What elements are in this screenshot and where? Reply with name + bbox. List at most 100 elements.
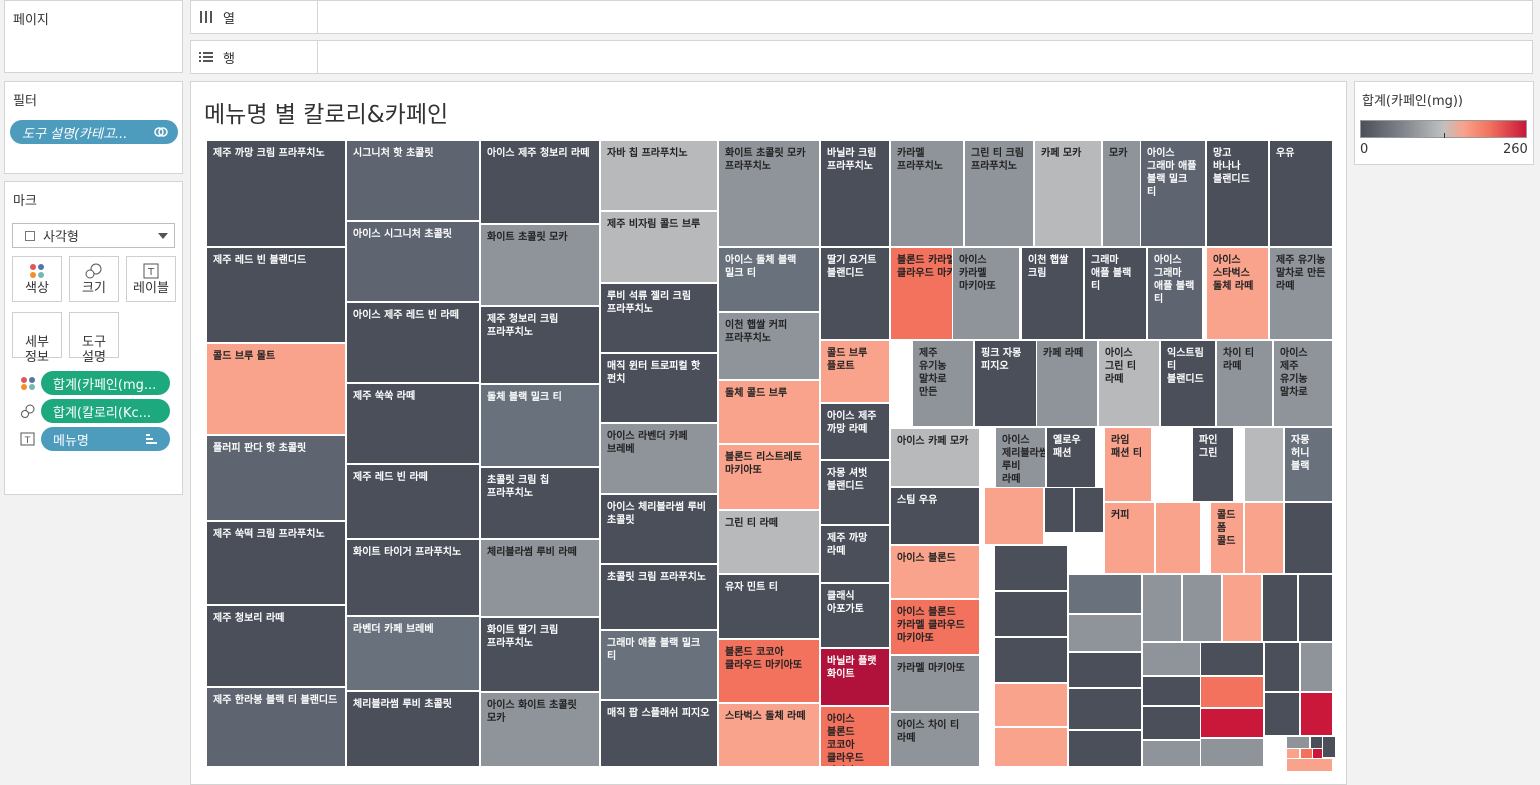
treemap-cell[interactable]: [1264, 692, 1300, 736]
treemap-cell[interactable]: 화이트 초콜릿 모카 프라푸치노: [718, 140, 820, 247]
treemap-cell[interactable]: [1142, 740, 1206, 767]
treemap-cell[interactable]: 아이스 스타벅스 돌체 라떼: [1206, 247, 1269, 340]
treemap-cell[interactable]: 스타벅스 돌체 라떼: [718, 703, 820, 767]
treemap-cell[interactable]: 바닐라 크림 프라푸치노: [820, 140, 890, 247]
treemap-cell[interactable]: [994, 637, 1068, 683]
size-button[interactable]: 크기: [69, 256, 119, 302]
treemap-cell[interactable]: 초콜릿 크림 칩 프라푸치노: [480, 467, 600, 539]
treemap-cell[interactable]: [1044, 487, 1074, 533]
treemap-cell[interactable]: 그래마 애플 블랙 밀크 티: [600, 630, 718, 700]
rows-shelf[interactable]: 행: [190, 40, 1533, 74]
calories-pill[interactable]: 합계(칼로리(Kc...: [41, 399, 170, 423]
treemap-cell[interactable]: 제주 까망 크림 프라푸치노: [206, 140, 346, 247]
caffeine-pill[interactable]: 합계(카페인(mg...: [41, 371, 170, 395]
treemap-cell[interactable]: 스팀 우유: [890, 487, 980, 545]
treemap-cell[interactable]: 망고 바나나 블랜디드: [1206, 140, 1269, 247]
treemap-cell[interactable]: 자몽 셔벗 블랜디드: [820, 460, 890, 525]
treemap-cell[interactable]: [994, 683, 1068, 727]
treemap-cell[interactable]: 제주 청보리 크림 프라푸치노: [480, 306, 600, 384]
treemap-cell[interactable]: 제주 유기농 말차로 만든 라떼: [1269, 247, 1333, 340]
treemap-cell[interactable]: 아이스 라벤더 카페 브레베: [600, 423, 718, 494]
treemap-cell[interactable]: [1074, 487, 1104, 533]
treemap-cell[interactable]: 아이스 블론드 코코아 클라우드 마키아또: [820, 706, 890, 767]
treemap-cell[interactable]: 카라멜 프라푸치노: [890, 140, 964, 247]
treemap-cell[interactable]: 아이스 화이트 초콜릿 모카: [480, 692, 600, 767]
treemap-cell[interactable]: 이천 햅쌀 커피 프라푸치노: [718, 312, 820, 380]
columns-shelf[interactable]: 열: [190, 0, 1533, 34]
treemap-cell[interactable]: [1068, 574, 1142, 614]
treemap-cell[interactable]: [1142, 574, 1182, 642]
treemap-cell[interactable]: [1068, 688, 1142, 730]
treemap-cell[interactable]: 아이스 시그니처 초콜릿: [346, 221, 480, 302]
treemap-cell[interactable]: 파인 그린: [1192, 427, 1234, 502]
treemap-cell[interactable]: [1142, 676, 1206, 706]
treemap-cell[interactable]: [1155, 502, 1201, 574]
treemap-cell[interactable]: 매직 팝 스플래쉬 피지오: [600, 700, 718, 767]
treemap-cell[interactable]: [1068, 652, 1142, 688]
treemap-cell[interactable]: 블론드 코코아 클라우드 마키아또: [718, 639, 820, 703]
treemap-cell[interactable]: 그래마 애플 블랙 티: [1084, 247, 1147, 340]
mark-field-menu[interactable]: T 메뉴명: [18, 427, 178, 451]
treemap-cell[interactable]: 제주 레드 빈 라떼: [346, 464, 480, 539]
treemap-cell[interactable]: 제주 유기농 말차로 만든: [912, 340, 974, 427]
treemap-cell[interactable]: 화이트 초콜릿 모카: [480, 224, 600, 306]
treemap-cell[interactable]: 유자 민트 티: [718, 574, 820, 639]
treemap-cell[interactable]: 익스트림 티 블랜디드: [1160, 340, 1216, 427]
treemap-cell[interactable]: 콜드 브루 플로트: [820, 340, 890, 403]
treemap-cell[interactable]: 아이스 블론드: [890, 545, 980, 599]
treemap-cell[interactable]: 체리블라썸 루비 라떼: [480, 539, 600, 617]
treemap-cell[interactable]: 콜드 브루 몰트: [206, 343, 346, 435]
treemap-cell[interactable]: 돌체 콜드 브루: [718, 380, 820, 444]
treemap-cell[interactable]: 블론드 리스트레토 마키아또: [718, 444, 820, 510]
treemap-cell[interactable]: 아이스 제주 레드 빈 라떼: [346, 302, 480, 383]
treemap-cell[interactable]: [1244, 427, 1284, 502]
treemap-cell[interactable]: 라임 패션 티: [1104, 427, 1152, 502]
treemap-cell[interactable]: 화이트 딸기 크림 프라푸치노: [480, 617, 600, 692]
treemap-cell[interactable]: 아이스 체리블라썸 루비 초콜릿: [600, 494, 718, 564]
tooltip-button[interactable]: 도구 설명: [69, 312, 119, 365]
treemap-cell[interactable]: 아이스 그린 티 라떼: [1098, 340, 1160, 427]
treemap-cell[interactable]: 제주 까망 라떼: [820, 525, 890, 583]
treemap-cell[interactable]: [1262, 574, 1298, 642]
label-button[interactable]: T 레이블: [126, 256, 176, 302]
treemap-cell[interactable]: [1298, 574, 1333, 642]
treemap-cell[interactable]: [1200, 676, 1264, 708]
treemap-cell[interactable]: 아이스 그래마 애플 블랙 티: [1147, 247, 1203, 340]
treemap-cell[interactable]: [1300, 692, 1333, 736]
treemap-cell[interactable]: 자몽 허니 블랙: [1284, 427, 1333, 502]
treemap-cell[interactable]: 그린 티 라떼: [718, 510, 820, 574]
treemap-cell[interactable]: [1322, 736, 1336, 758]
treemap-cell[interactable]: 카페 라떼: [1036, 340, 1098, 427]
treemap-cell[interactable]: 화이트 타이거 프라푸치노: [346, 539, 480, 616]
treemap-cell[interactable]: [1142, 706, 1206, 740]
treemap-cell[interactable]: [1200, 738, 1264, 767]
treemap-cell[interactable]: 아이스 제주 까망 라떼: [820, 403, 890, 460]
treemap-cell[interactable]: 커피: [1104, 502, 1155, 574]
treemap-cell[interactable]: 바닐라 플랫 화이트: [820, 648, 890, 706]
treemap-cell[interactable]: [1222, 574, 1262, 642]
treemap-cell[interactable]: 아이스 카페 모카: [890, 428, 980, 487]
treemap-cell[interactable]: 아이스 그래마 애플 블랙 밀크 티: [1140, 140, 1206, 247]
treemap-cell[interactable]: [1068, 730, 1142, 767]
treemap-cell[interactable]: 콜드 폼 콜드: [1210, 502, 1244, 574]
treemap-cell[interactable]: 플러피 판다 핫 초콜릿: [206, 435, 346, 521]
treemap-cell[interactable]: 아이스 블론드 카라멜 클라우드 마키아또: [890, 599, 980, 655]
treemap-cell[interactable]: [1300, 642, 1333, 692]
mark-field-calories[interactable]: 합계(칼로리(Kc...: [18, 399, 178, 423]
treemap-cell[interactable]: [1244, 502, 1284, 574]
treemap-cell[interactable]: [994, 545, 1068, 591]
treemap-cell[interactable]: [1286, 758, 1333, 772]
treemap-cell[interactable]: 자바 칩 프라푸치노: [600, 140, 718, 211]
treemap-cell[interactable]: 카페 모카: [1034, 140, 1102, 247]
treemap[interactable]: 제주 까망 크림 프라푸치노 제주 레드 빈 블랜디드 콜드 브루 몰트 플러피 판다…: [206, 140, 1336, 772]
treemap-cell[interactable]: [1182, 574, 1222, 642]
treemap-cell[interactable]: 제주 레드 빈 블랜디드: [206, 247, 346, 343]
filter-pill[interactable]: 도구 설명(카테고...: [10, 120, 178, 144]
treemap-cell[interactable]: [1200, 642, 1264, 676]
treemap-cell[interactable]: 매직 윈터 트로피컬 핫 펀치: [600, 353, 718, 423]
treemap-cell[interactable]: 우유: [1269, 140, 1333, 247]
mark-type-select[interactable]: 사각형: [12, 223, 175, 248]
color-button[interactable]: 색상: [12, 256, 62, 302]
mark-field-caffeine[interactable]: 합계(카페인(mg...: [18, 371, 178, 395]
treemap-cell[interactable]: 제주 쑥쑥 라떼: [346, 383, 480, 464]
